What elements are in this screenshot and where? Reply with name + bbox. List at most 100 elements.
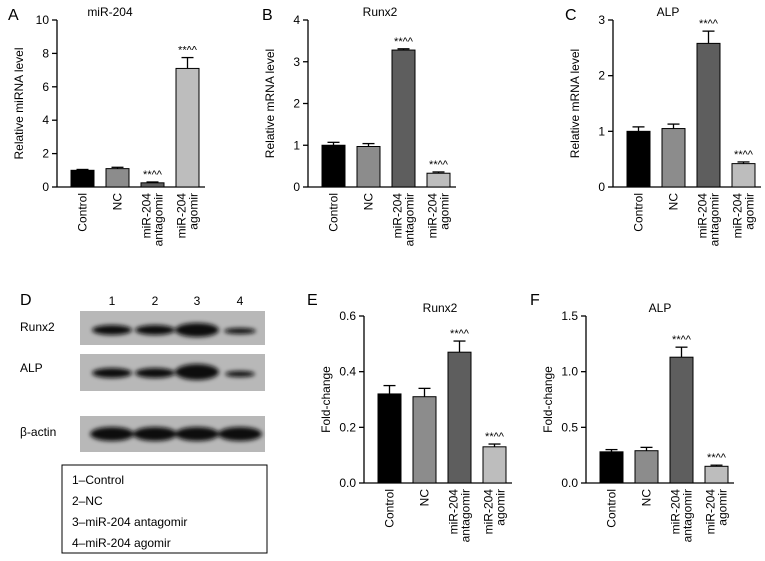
panel-letter: B bbox=[262, 7, 273, 24]
y-axis-label: Fold-change bbox=[541, 366, 555, 433]
y-tick-label: 0.4 bbox=[339, 365, 356, 379]
chart-title: miR-204 bbox=[87, 5, 133, 19]
bar bbox=[704, 465, 729, 484]
legend-item: 2–NC bbox=[72, 494, 103, 508]
blot-image bbox=[80, 311, 265, 452]
x-tick-label: miR-204antagomir bbox=[140, 193, 166, 247]
error-bar bbox=[667, 123, 680, 129]
error-bar bbox=[453, 340, 466, 353]
bar bbox=[661, 128, 686, 188]
y-axis-label: Relative mRNA level bbox=[568, 49, 582, 158]
x-tick-label: NC bbox=[640, 489, 654, 507]
error-bar bbox=[362, 142, 375, 147]
error-bar bbox=[710, 464, 723, 467]
lane-label: 3 bbox=[194, 294, 201, 308]
x-tick-label: miR-204agomir bbox=[731, 193, 757, 239]
x-tick-label: NC bbox=[418, 489, 432, 507]
bar bbox=[696, 42, 721, 188]
chart-title: ALP bbox=[657, 5, 680, 19]
panel-letter: C bbox=[565, 7, 577, 24]
y-tick-label: 0.6 bbox=[339, 309, 356, 323]
error-bar bbox=[675, 346, 688, 358]
error-bar bbox=[327, 141, 340, 146]
y-tick-label: 8 bbox=[42, 46, 49, 60]
panel-letter: A bbox=[8, 7, 19, 24]
bar bbox=[175, 67, 200, 188]
y-tick-label: 2 bbox=[42, 147, 49, 161]
y-tick-label: 0 bbox=[42, 180, 49, 194]
y-axis-label: Relative miRNA level bbox=[12, 47, 26, 159]
error-bar bbox=[488, 443, 501, 447]
x-tick-label: miR-204antagomir bbox=[669, 489, 695, 543]
bar bbox=[377, 393, 402, 484]
bar bbox=[482, 446, 507, 484]
y-tick-label: 0 bbox=[293, 180, 300, 194]
error-bar bbox=[111, 166, 124, 169]
y-tick-label: 2 bbox=[293, 97, 300, 111]
annotation: **^^ bbox=[178, 45, 198, 57]
x-tick-label: Control bbox=[76, 193, 90, 232]
x-tick-label: miR-204antagomir bbox=[391, 193, 417, 247]
y-tick-label: 3 bbox=[293, 55, 300, 69]
error-bar bbox=[146, 181, 159, 183]
y-tick-label: 0.2 bbox=[339, 420, 356, 434]
panel-letter: D bbox=[20, 292, 32, 309]
error-bar bbox=[181, 56, 194, 69]
bar bbox=[321, 144, 346, 188]
y-tick-label: 4 bbox=[42, 113, 49, 127]
y-tick-label: 1.5 bbox=[561, 309, 578, 323]
bar bbox=[391, 49, 416, 188]
x-tick-label: miR-204agomir bbox=[426, 193, 452, 239]
y-tick-label: 1 bbox=[598, 124, 605, 138]
annotation: **^^ bbox=[734, 149, 754, 161]
y-tick-label: 4 bbox=[293, 13, 300, 27]
error-bar bbox=[418, 387, 431, 397]
annotation: **^^ bbox=[143, 169, 163, 181]
x-tick-label: Control bbox=[605, 489, 619, 528]
legend-box bbox=[61, 464, 268, 554]
x-tick-label: Control bbox=[327, 193, 341, 232]
bar bbox=[599, 451, 624, 484]
annotation: **^^ bbox=[707, 452, 727, 464]
error-bar bbox=[737, 161, 750, 164]
x-tick-label: miR-204antagomir bbox=[447, 489, 473, 543]
row-label: ALP bbox=[20, 361, 43, 375]
y-tick-label: 1 bbox=[293, 138, 300, 152]
x-tick-label: miR-204agomir bbox=[704, 489, 730, 535]
error-bar bbox=[432, 171, 445, 174]
y-tick-label: 0.5 bbox=[561, 420, 578, 434]
error-bar bbox=[383, 384, 396, 394]
x-tick-label: Control bbox=[632, 193, 646, 232]
bar bbox=[669, 356, 694, 484]
error-bar bbox=[605, 448, 618, 452]
chart-title: ALP bbox=[649, 301, 672, 315]
bar bbox=[731, 163, 756, 188]
lane-label: 4 bbox=[237, 294, 244, 308]
x-tick-label: Control bbox=[383, 489, 397, 528]
y-tick-label: 2 bbox=[598, 69, 605, 83]
legend-item: 3–miR-204 antagomir bbox=[72, 515, 187, 529]
x-tick-label: NC bbox=[667, 193, 681, 211]
row-label: Runx2 bbox=[20, 320, 55, 334]
annotation: **^^ bbox=[699, 18, 719, 30]
chart-title: Runx2 bbox=[423, 301, 458, 315]
y-tick-label: 0.0 bbox=[339, 476, 356, 490]
y-axis-label: Relative mRNA level bbox=[263, 49, 277, 158]
x-tick-label: miR-204antagomir bbox=[696, 193, 722, 247]
legend-item: 4–miR-204 agomir bbox=[72, 536, 171, 550]
chart-title: Runx2 bbox=[363, 5, 398, 19]
error-bar bbox=[76, 168, 89, 171]
annotation: **^^ bbox=[394, 36, 414, 48]
y-tick-label: 6 bbox=[42, 80, 49, 94]
y-tick-label: 1.0 bbox=[561, 365, 578, 379]
x-tick-label: miR-204agomir bbox=[482, 489, 508, 535]
error-bar bbox=[640, 446, 653, 451]
error-bar bbox=[397, 48, 410, 51]
legend-item: 1–Control bbox=[72, 473, 124, 487]
y-axis-label: Fold-change bbox=[319, 366, 333, 433]
annotation: **^^ bbox=[429, 159, 449, 171]
bar bbox=[356, 146, 381, 188]
lane-label: 1 bbox=[109, 294, 116, 308]
y-tick-label: 0 bbox=[598, 180, 605, 194]
